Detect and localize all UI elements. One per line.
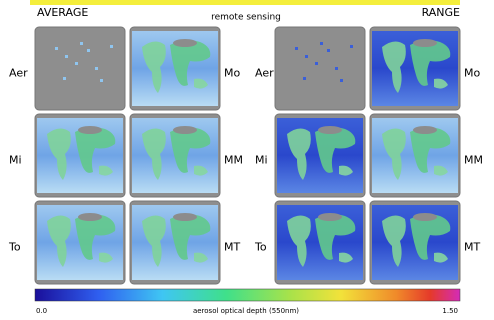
data-speck [320,42,323,45]
panel-label: To [254,241,267,254]
map-panel [370,114,460,197]
map-panel [35,201,125,284]
map-panel [370,27,460,110]
map-panel [275,201,365,284]
data-speck [350,45,353,48]
data-speck [110,45,113,48]
map-panel [35,114,125,197]
map-panel [130,201,220,284]
data-speck [65,55,68,58]
data-speck [80,42,83,45]
panel-label: MT [464,241,480,254]
map-panel [35,27,125,110]
data-speck [100,79,103,82]
panel-label: To [8,241,21,254]
panel-label: MM [464,154,483,167]
panel-label: MM [224,154,243,167]
panel-label: Mo [464,67,480,80]
map-panel [130,27,220,110]
data-speck [55,47,58,50]
panel-label: Mo [224,67,240,80]
data-speck [327,49,330,52]
data-speck [340,79,343,82]
data-speck [95,67,98,70]
data-speck [335,67,338,70]
top-bar [30,0,460,5]
figure: AVERAGE remote sensing RANGE Aer Mo Mi MM To… [0,0,494,320]
data-speck [87,49,90,52]
panel-label: Mi [9,154,22,167]
data-speck [303,77,306,80]
map-panel [275,114,365,197]
panel-label: MT [224,241,240,254]
header-left: AVERAGE [37,6,88,19]
header-center: remote sensing [211,13,281,23]
colorbar-min: 0.0 [36,307,47,315]
panel-grid: Aer Mo Mi MM To MT Aer Mo Mi MM To MT [8,27,483,284]
panel-label: Aer [9,67,28,80]
map-panel [130,114,220,197]
map-panel [275,27,365,110]
panel-frame [35,27,125,110]
data-speck [75,62,78,65]
header-right: RANGE [422,6,460,19]
colorbar [35,289,460,301]
map-panel [370,201,460,284]
colorbar-max: 1.50 [442,307,458,315]
panel-label: Aer [255,67,274,80]
data-speck [295,47,298,50]
data-speck [315,62,318,65]
data-speck [63,77,66,80]
data-speck [305,55,308,58]
panel-frame [275,27,365,110]
colorbar-label: aerosol optical depth (550nm) [193,307,299,315]
panel-label: Mi [255,154,268,167]
